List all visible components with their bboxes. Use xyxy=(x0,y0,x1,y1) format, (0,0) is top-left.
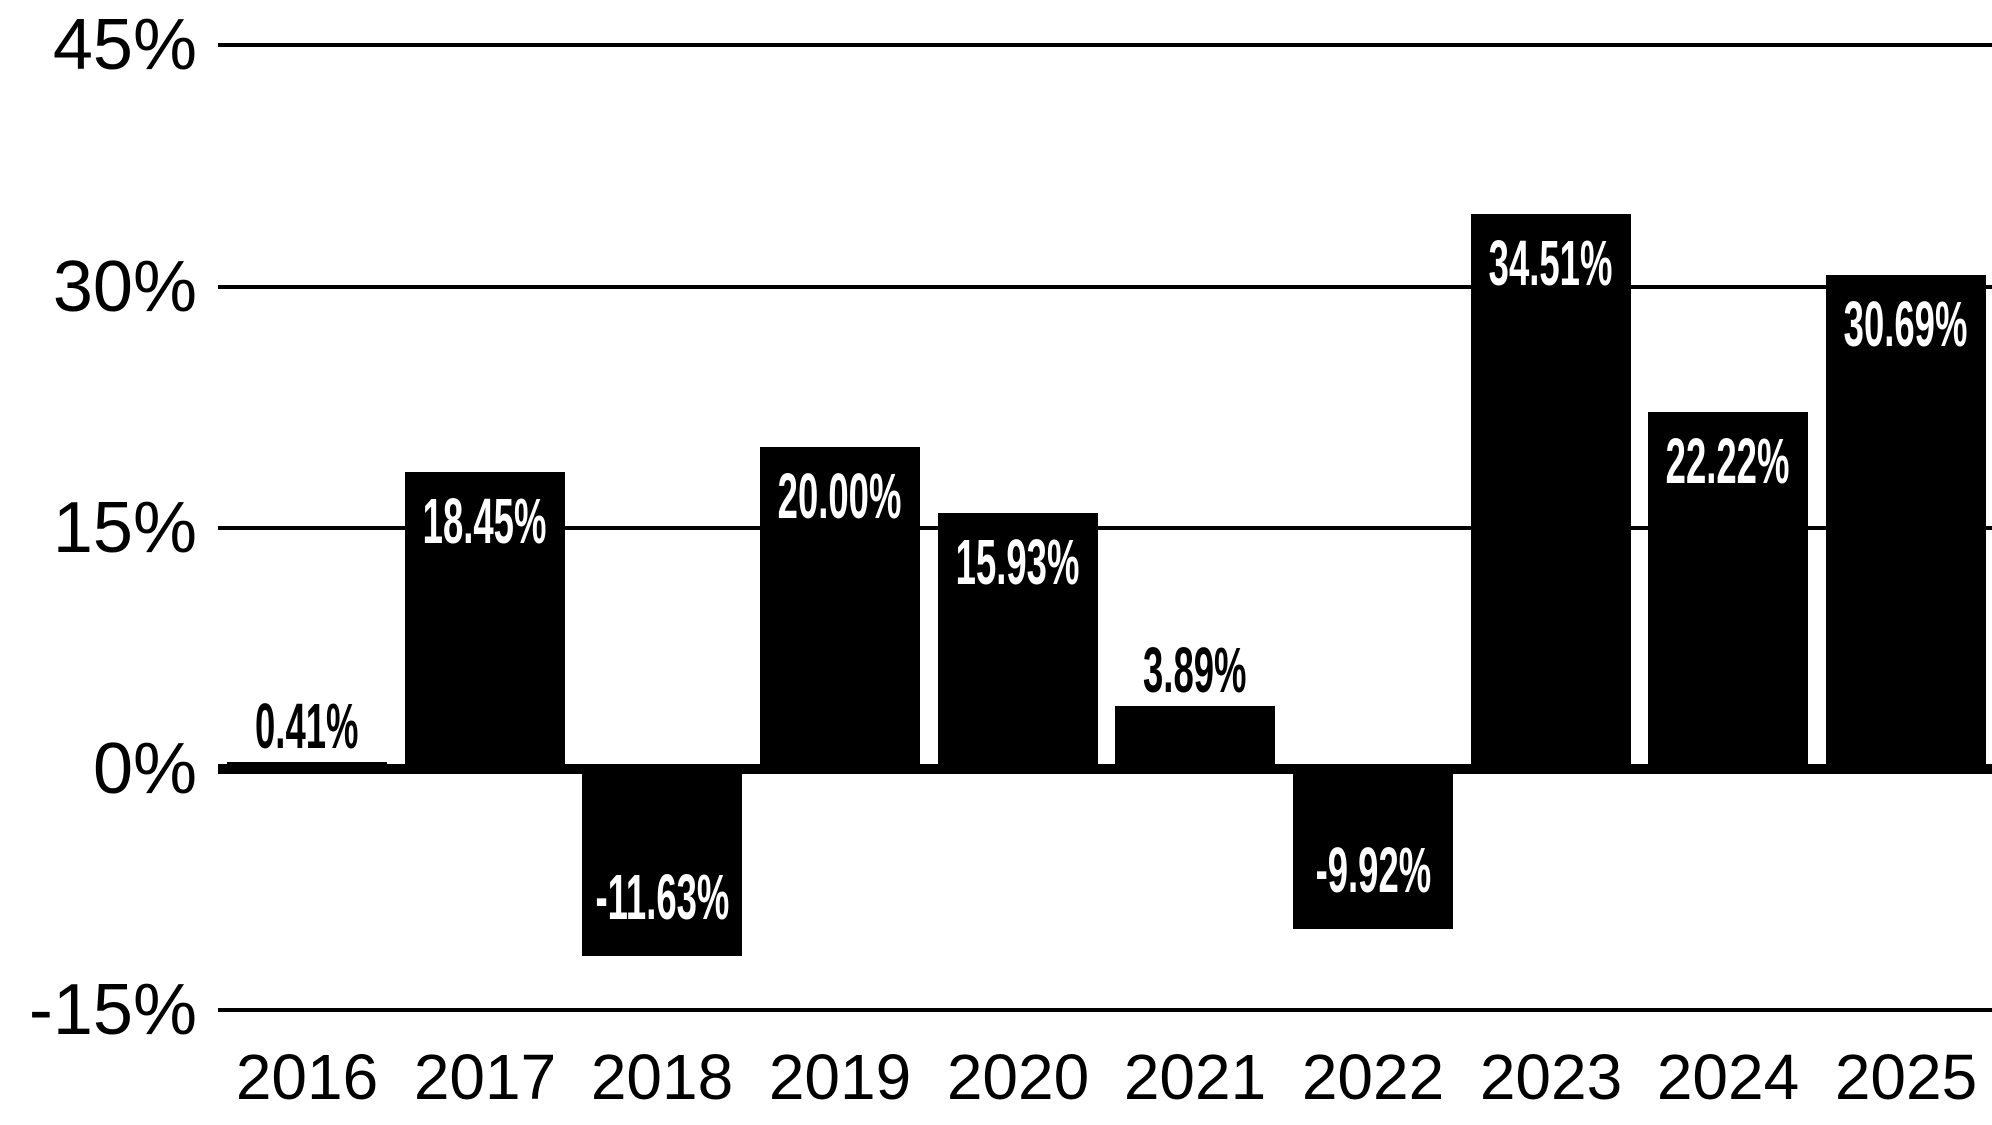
bar-value-label: 3.89% xyxy=(1075,635,1315,705)
y-axis-label: 30% xyxy=(52,246,197,327)
gridline-15 xyxy=(218,525,1992,530)
bar-value-text: 22.22% xyxy=(1666,424,1790,497)
bar-2020: 15.93% xyxy=(938,512,1098,769)
bar-value-text: 0.41% xyxy=(255,690,359,763)
bar-2017: 18.45% xyxy=(405,472,565,769)
bar-value-label: 18.45% xyxy=(365,486,605,556)
bar-2019: 20.00% xyxy=(760,447,920,769)
bar-value-text: 3.89% xyxy=(1143,634,1247,707)
x-axis-label: 2019 xyxy=(768,1041,912,1113)
bar-2016: 0.41% xyxy=(227,691,387,769)
bar-value-label: 0.41% xyxy=(187,691,427,761)
bar-value-text: -9.92% xyxy=(1315,833,1431,906)
bar-value-text: 15.93% xyxy=(956,525,1080,598)
bar-value-label: 22.22% xyxy=(1608,426,1848,496)
bar-value-label: 30.69% xyxy=(1786,289,1992,359)
bar-2024: 22.22% xyxy=(1648,411,1808,769)
bar-value-label: 15.93% xyxy=(898,527,1138,597)
bar-2022: -9.92% xyxy=(1293,769,1453,929)
bar-value-text: 20.00% xyxy=(778,460,902,533)
bar-value-label: -9.92% xyxy=(1253,835,1493,905)
x-axis-label: 2022 xyxy=(1301,1041,1445,1113)
bar-value-label: -11.63% xyxy=(542,862,782,932)
bar-value-text: 34.51% xyxy=(1489,226,1613,299)
x-axis-label: 2016 xyxy=(235,1041,379,1113)
x-axis-label: 2021 xyxy=(1123,1041,1267,1113)
gridline-45 xyxy=(218,43,1992,48)
x-axis-label: 2017 xyxy=(413,1041,557,1113)
bar-2023: 34.51% xyxy=(1471,213,1631,769)
x-axis-label: 2023 xyxy=(1479,1041,1623,1113)
bar-value-label: 20.00% xyxy=(720,461,960,531)
x-axis-baseline xyxy=(218,764,1992,774)
y-axis-label: 45% xyxy=(52,5,197,86)
bar-2025: 30.69% xyxy=(1826,275,1986,769)
bar-value-text: 30.69% xyxy=(1844,288,1968,361)
bar-value-label: 34.51% xyxy=(1431,228,1671,298)
y-axis-label: 0% xyxy=(92,729,197,809)
x-axis-label: 2020 xyxy=(946,1041,1090,1113)
bar-2021: 3.89% xyxy=(1115,635,1275,769)
x-axis-label: 2024 xyxy=(1656,1041,1800,1113)
bar-value-text: 18.45% xyxy=(423,485,547,558)
bar-value-text: -11.63% xyxy=(595,861,729,934)
y-axis-label: -15% xyxy=(28,970,197,1051)
gridline-30 xyxy=(218,284,1992,289)
gridline--15 xyxy=(218,1008,1992,1013)
x-axis-label: 2018 xyxy=(590,1041,734,1113)
x-axis-label: 2025 xyxy=(1834,1041,1978,1113)
y-axis-label: 15% xyxy=(52,487,197,568)
bar-2018: -11.63% xyxy=(582,769,742,957)
